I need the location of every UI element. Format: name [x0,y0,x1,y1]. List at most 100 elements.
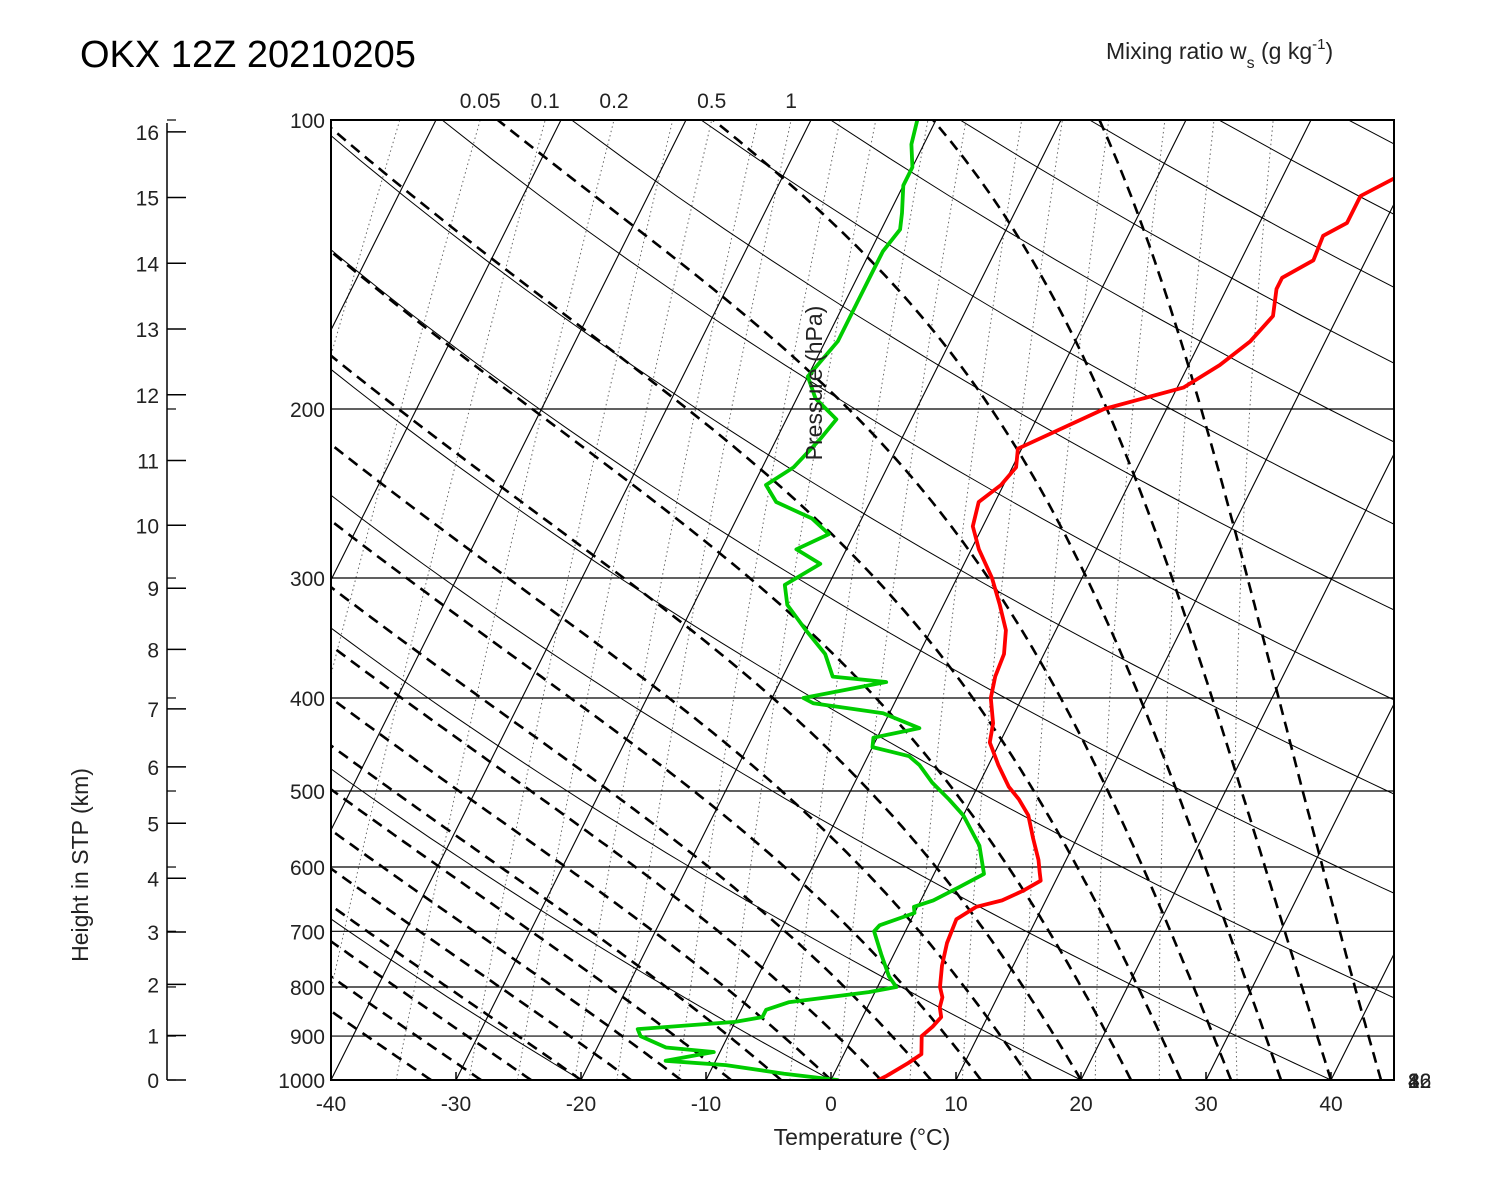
isotherm-line [331,120,437,332]
height-tick-label: 12 [136,385,159,408]
height-tick-label: 9 [147,578,159,601]
height-tick-label: 13 [136,319,159,342]
svg-text:Mixing ratio ws (g kg-1): Mixing ratio ws (g kg-1) [1106,36,1333,72]
thermo-grid [0,120,1500,1080]
mixing-ratio-line [1158,120,1215,1080]
x-tick-label: -30 [441,1093,471,1116]
dry-adiabat-line [441,120,1394,701]
height-tick-label: 1 [147,1025,159,1048]
isotherm-line [0,120,61,1080]
height-tick-label: 8 [147,639,159,662]
moist-adiabat-line [331,866,632,1080]
moist-adiabat-line [331,126,1183,1080]
moist-adiabat-line [331,787,732,1080]
pressure-tick-label: 700 [290,921,325,944]
height-tick-label: 3 [147,922,159,945]
dry-adiabat-line [331,494,1332,1080]
y-axis-label-height: Height in STP (km) [67,768,93,962]
mixing-ratio-top-label: 1 [785,90,797,113]
mixing-ratio-line [516,120,713,1080]
y-axis-label-pressure: Pressure (hPa) [801,306,827,461]
isotherm-line [331,120,812,1080]
moist-adiabat-line [932,120,1333,1080]
dry-adiabat-line [331,134,1394,795]
temperature-profile [876,175,1394,1080]
isotherm-line [1205,702,1394,1080]
moist-adiabat-line [331,644,882,1080]
mixing-ratio-line [1021,120,1110,1080]
isotherm-line [331,120,562,582]
mixing-ratio-top-label: 0.2 [599,90,628,113]
moist-adiabat-line [331,519,983,1080]
height-tick-label: 7 [147,699,159,722]
pressure-tick-label: 800 [290,977,325,1000]
mixing-ratio-line [574,120,759,1080]
height-tick-label: 4 [147,868,159,891]
pressure-tick-label: 600 [290,857,325,880]
moist-adiabat-line [331,828,682,1080]
isotherm-line [1456,120,1500,1080]
x-tick-label: 30 [1194,1093,1217,1116]
mixing-ratio-line [789,120,929,1080]
isotherm-line [830,120,1312,1080]
mixing-ratio-top-label: 0.1 [531,90,560,113]
height-tick-label: 10 [136,515,159,538]
mixing-ratio-top-label: 0.5 [697,90,726,113]
moist-adiabat-line [331,904,582,1080]
mixing-ratio-right-label: 8 [1408,1070,1420,1093]
isotherm-line [331,120,687,832]
dry-adiabat-line [331,1079,332,1080]
mixing-ratio-line [616,120,792,1080]
x-tick-label: -40 [316,1093,346,1116]
sounding-series [635,120,1394,1080]
moist-adiabat-line [331,743,782,1080]
height-tick-label: 16 [136,122,159,145]
x-tick-label: -10 [691,1093,721,1116]
pressure-tick-label: 100 [290,110,325,133]
mixing-ratio-right-label: 2 [1408,1070,1420,1093]
moist-adiabat-line [331,585,932,1080]
dry-adiabat-line [331,368,1394,999]
dry-adiabat-line [571,120,1394,611]
height-tick-label: 15 [136,188,159,211]
mixing-ratio-line [909,120,1023,1080]
pressure-tick-label: 200 [290,399,325,422]
mixing-ratio-line [677,120,841,1080]
dry-adiabat-line [1478,120,1500,1080]
isotherm-line [955,202,1394,1080]
moist-adiabat-line [331,696,832,1080]
mixing-ratio-title: Mixing ratio ws (g kg-1) [1106,36,1333,72]
dry-adiabat-line [331,249,1394,894]
mixing-ratio-right-label: 4 [1408,1070,1420,1093]
axes: -40 -30 -20 -10 0 10 20 30 401002003004005006007… [136,90,1432,1116]
x-axis-label: Temperature (°C) [774,1124,951,1150]
isotherm-line [705,120,1187,1080]
dry-adiabat-line [830,120,1394,443]
height-tick-label: 14 [136,253,160,276]
mixing-ratio-right-label: 32 [1408,1070,1431,1093]
mixing-ratio-right-label: 16 [1408,1070,1431,1093]
moist-adiabat-line [331,1009,432,1080]
plot-frame [330,119,1395,1081]
height-tick-label: 0 [147,1070,159,1093]
isotherm-line [1080,452,1394,1080]
isotherm-line [1330,952,1394,1080]
pressure-tick-label: 900 [290,1026,325,1049]
mixing-ratio-line [1233,120,1274,1080]
height-tick-label: 2 [147,974,159,997]
mixing-ratio-line [961,120,1063,1080]
x-tick-label: 20 [1069,1093,1092,1116]
dewpoint-profile [635,120,986,1080]
dry-adiabat-line [331,627,1082,1080]
moist-adiabat-line [331,442,1033,1080]
isotherm-line [455,120,937,1080]
chart-title: OKX 12Z 20210205 [80,34,416,76]
height-tick-label: 11 [137,451,159,474]
dry-adiabat-line [331,918,582,1080]
moist-adiabat-line [331,249,1133,1080]
dry-adiabat-line [331,768,832,1080]
x-tick-label: 10 [944,1093,967,1116]
pressure-tick-label: 300 [290,568,325,591]
pressure-tick-label: 500 [290,781,325,804]
